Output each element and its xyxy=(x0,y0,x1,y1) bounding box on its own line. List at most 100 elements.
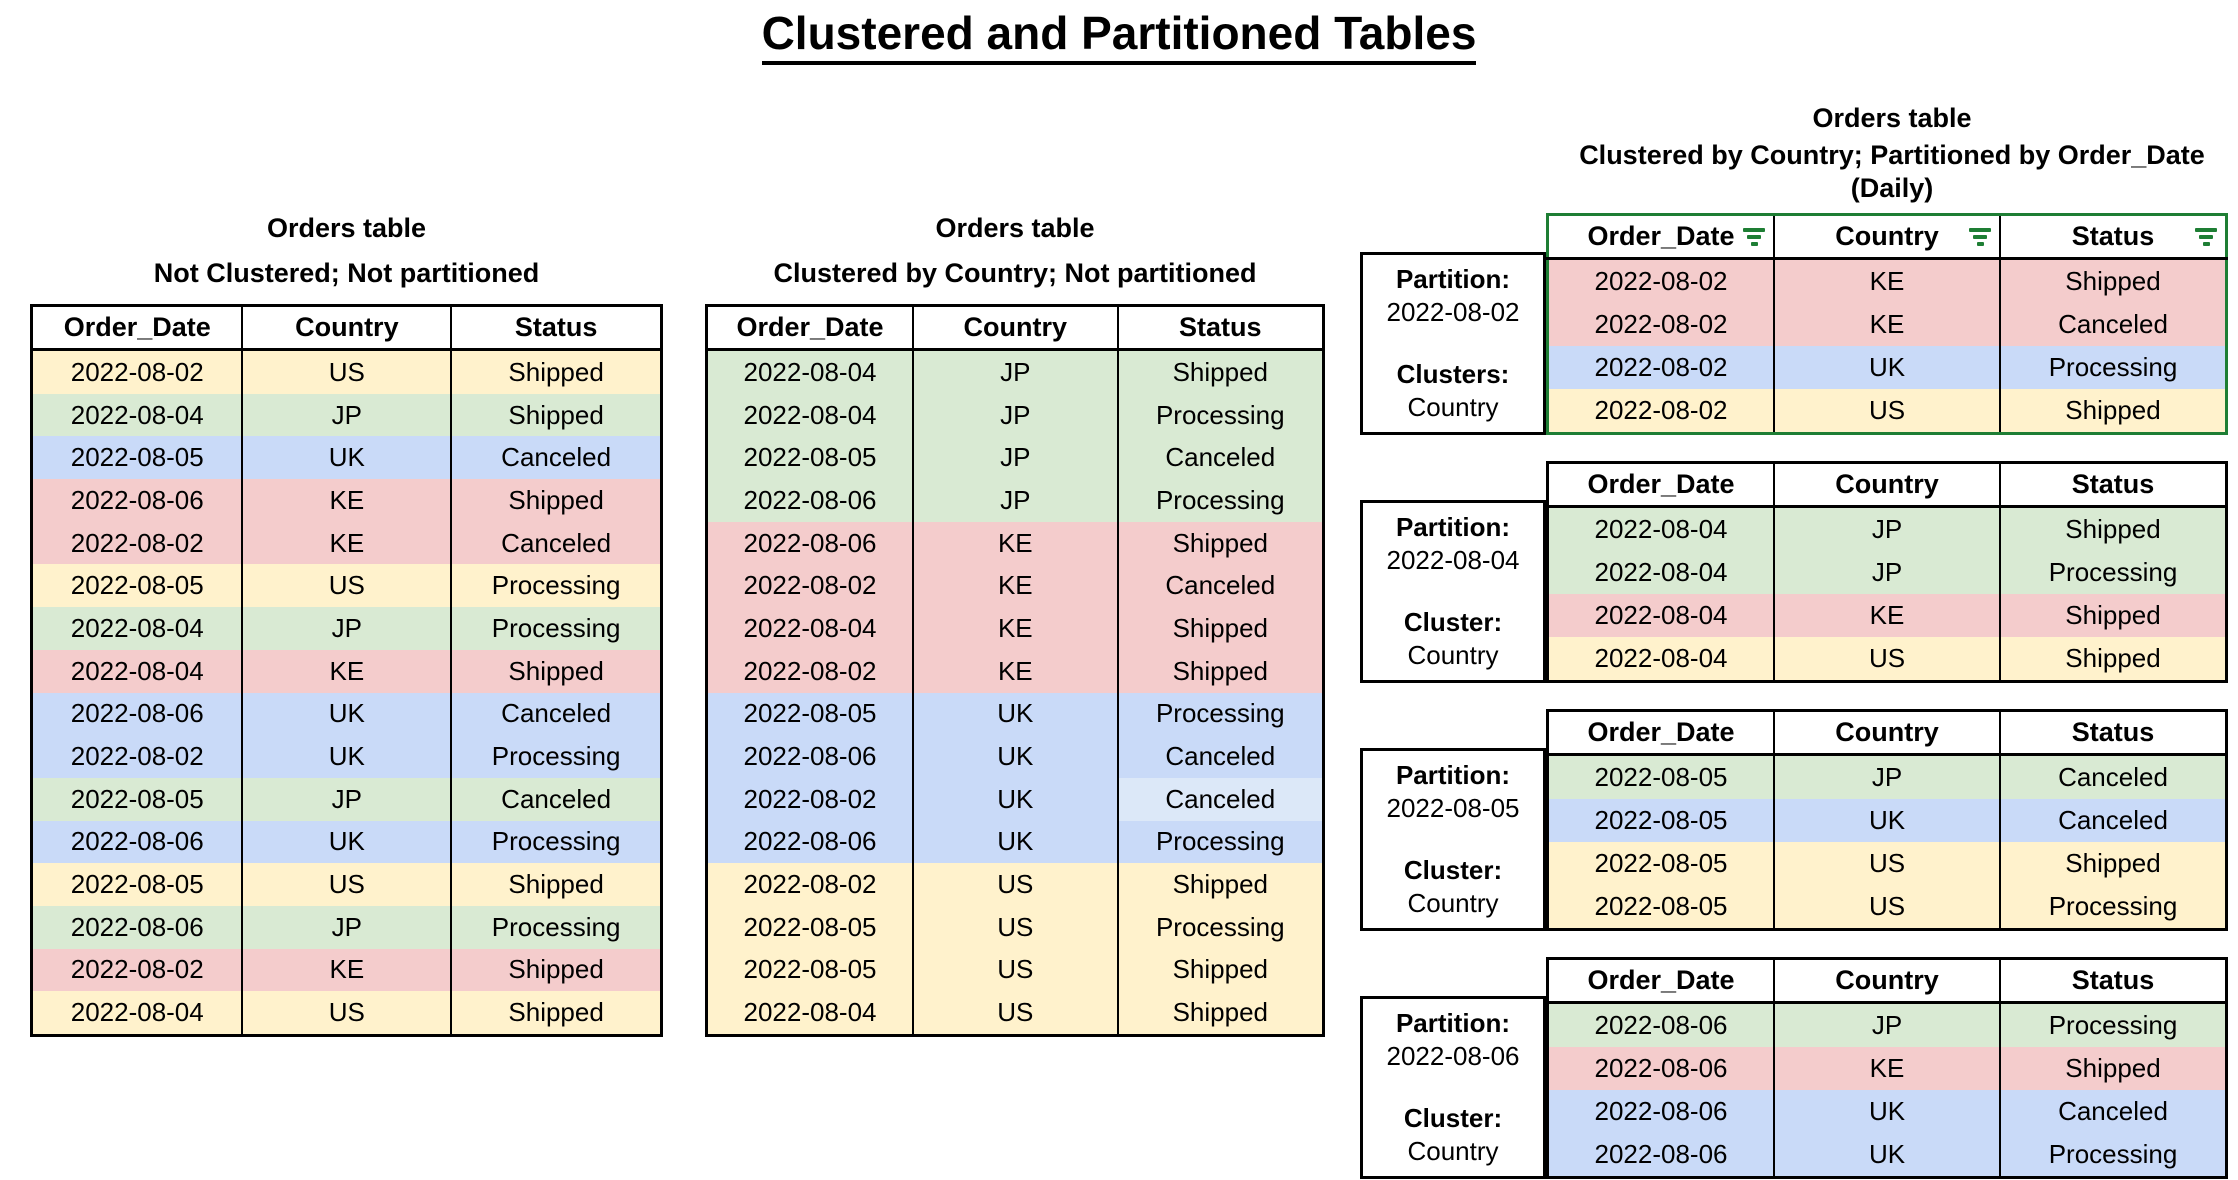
table-row: 2022-08-02 KE Shipped xyxy=(31,948,662,992)
table-row: 2022-08-05 JP Canceled xyxy=(1547,754,2227,799)
table-row: 2022-08-06 KE Shipped xyxy=(31,479,662,522)
table-cell: KE xyxy=(912,564,1118,608)
table-cell: 2022-08-04 xyxy=(1547,594,1774,637)
table-cell: Shipped xyxy=(1116,349,1324,394)
partition-keyword: Partition: xyxy=(1395,1008,1511,1038)
table-row: 2022-08-04 KE Shipped xyxy=(1547,594,2227,637)
table-row: 2022-08-06 JP Processing xyxy=(1547,1002,2227,1047)
table-cell: 2022-08-06 xyxy=(706,820,914,864)
orders-group-partitioned: Orders table Clustered by Country; Parti… xyxy=(1360,102,2228,1179)
table-cell: KE xyxy=(241,479,452,522)
table-cell: 2022-08-06 xyxy=(706,521,914,565)
table-cell: 2022-08-06 xyxy=(31,820,243,864)
table-cell: Shipped xyxy=(1116,991,1324,1036)
table-cell: Processing xyxy=(1116,393,1324,437)
table-cell: Processing xyxy=(1999,346,2227,389)
table-cell: US xyxy=(912,991,1118,1036)
table-cell: UK xyxy=(912,820,1118,864)
partition-block: Partition: 2022-08-02 Clusters: Country Orde… xyxy=(1360,213,2228,435)
column-header: Status xyxy=(1999,958,2227,1004)
filter-icon[interactable] xyxy=(2194,226,2218,248)
partition-value: Country xyxy=(1407,392,1499,422)
table-cell: Processing xyxy=(1999,1133,2227,1178)
spacer xyxy=(1363,329,1543,358)
table-row: 2022-08-06 UK Canceled xyxy=(1547,1090,2227,1133)
table-cell: 2022-08-05 xyxy=(706,905,914,949)
spacer xyxy=(1363,825,1543,854)
table-cell: KE xyxy=(241,649,452,693)
table-row: 2022-08-06 JP Processing xyxy=(706,479,1324,522)
orders-table-clustered: Order_Date Country Status 2022-08-04 JP Ship… xyxy=(705,304,1325,1037)
table-cell: Processing xyxy=(1116,479,1324,522)
partition-keyword: Clusters: xyxy=(1396,359,1510,389)
table-cell: Shipped xyxy=(1999,594,2227,637)
column-header: Status xyxy=(450,305,662,351)
table-row: 2022-08-05 US Shipped xyxy=(31,863,662,906)
table-row: 2022-08-02 US Shipped xyxy=(706,863,1324,906)
table-cell: UK xyxy=(1773,799,2000,842)
table-cell: KE xyxy=(1773,1047,2000,1090)
filter-icon[interactable] xyxy=(1968,226,1992,248)
table-cell: 2022-08-05 xyxy=(1547,842,1774,885)
table-cell: JP xyxy=(241,905,452,949)
partition-table: Order_Date Country Status 2022-08-06 JP Proce… xyxy=(1546,957,2228,1179)
table-row: 2022-08-02 UK Processing xyxy=(1547,346,2227,389)
partition-table: Order_Date Country Status 2022-08-02 KE Shipp… xyxy=(1546,213,2228,435)
partition-block: Partition: 2022-08-04 Cluster: Country Order… xyxy=(1360,461,2228,683)
table-cell: 2022-08-02 xyxy=(1547,389,1774,434)
table-cell: 2022-08-02 xyxy=(706,863,914,906)
column-header: Status xyxy=(1116,305,1324,351)
table-cell: Canceled xyxy=(1999,754,2227,799)
table-row: 2022-08-05 JP Canceled xyxy=(31,777,662,821)
table-cell: 2022-08-04 xyxy=(1547,506,1774,551)
column-header: Country xyxy=(912,305,1118,351)
partition-table: Order_Date Country Status 2022-08-05 JP Cance… xyxy=(1546,709,2228,931)
table-cell: Canceled xyxy=(450,777,662,821)
table-cell: 2022-08-04 xyxy=(31,393,243,437)
table-cell: 2022-08-06 xyxy=(1547,1002,1774,1047)
group-subtitle: Not Clustered; Not partitioned xyxy=(153,258,540,288)
table-cell: Processing xyxy=(450,564,662,608)
partition-table: Order_Date Country Status 2022-08-04 JP Shipp… xyxy=(1546,461,2228,683)
filter-icon[interactable] xyxy=(1742,226,1766,248)
partition-value: 2022-08-02 xyxy=(1386,297,1520,327)
partition-keyword: Cluster: xyxy=(1403,1103,1503,1133)
column-header: Status xyxy=(1999,710,2227,756)
spacer xyxy=(1363,577,1543,606)
column-header: Status xyxy=(1999,462,2227,508)
table-cell: 2022-08-02 xyxy=(706,649,914,693)
table-row: 2022-08-05 JP Canceled xyxy=(706,436,1324,480)
table-row: 2022-08-06 KE Shipped xyxy=(706,521,1324,565)
table-cell: Canceled xyxy=(1116,777,1324,821)
table-cell: Processing xyxy=(450,820,662,864)
table-cell: 2022-08-05 xyxy=(31,777,243,821)
orders-group-clustered: Orders table Clustered by Country; Not p… xyxy=(705,212,1325,1037)
group-subtitle: Clustered by Country; Partitioned by Ord… xyxy=(1579,140,2205,203)
table-cell: UK xyxy=(912,692,1118,736)
table-cell: Canceled xyxy=(450,521,662,565)
partition-value: Country xyxy=(1407,640,1499,670)
group-subtitle: Clustered by Country; Not partitioned xyxy=(773,258,1257,288)
table-row: 2022-08-04 JP Processing xyxy=(1547,551,2227,594)
spacer xyxy=(1363,1073,1543,1102)
partition-block: Partition: 2022-08-06 Cluster: Country Order… xyxy=(1360,957,2228,1179)
partition-value: Country xyxy=(1407,888,1499,918)
table-row: 2022-08-06 JP Processing xyxy=(31,905,662,949)
table-row: 2022-08-02 US Shipped xyxy=(1547,389,2227,434)
table-row: 2022-08-06 UK Canceled xyxy=(31,692,662,736)
table-row: 2022-08-02 KE Canceled xyxy=(31,521,662,565)
partition-keyword: Cluster: xyxy=(1403,607,1503,637)
table-cell: KE xyxy=(241,948,452,992)
table-cell: 2022-08-02 xyxy=(31,349,243,394)
partition-value: 2022-08-04 xyxy=(1386,545,1520,575)
table-cell: 2022-08-02 xyxy=(1547,258,1774,303)
table-cell: 2022-08-06 xyxy=(1547,1047,1774,1090)
table-row: 2022-08-06 UK Processing xyxy=(706,820,1324,864)
partition-keyword: Partition: xyxy=(1395,760,1511,790)
table-cell: 2022-08-05 xyxy=(1547,885,1774,930)
table-cell: US xyxy=(1773,885,2000,930)
table-row: 2022-08-04 US Shipped xyxy=(1547,637,2227,682)
table-cell: JP xyxy=(1773,551,2000,594)
table-cell: 2022-08-04 xyxy=(706,393,914,437)
group-title: Orders table xyxy=(935,213,1095,243)
